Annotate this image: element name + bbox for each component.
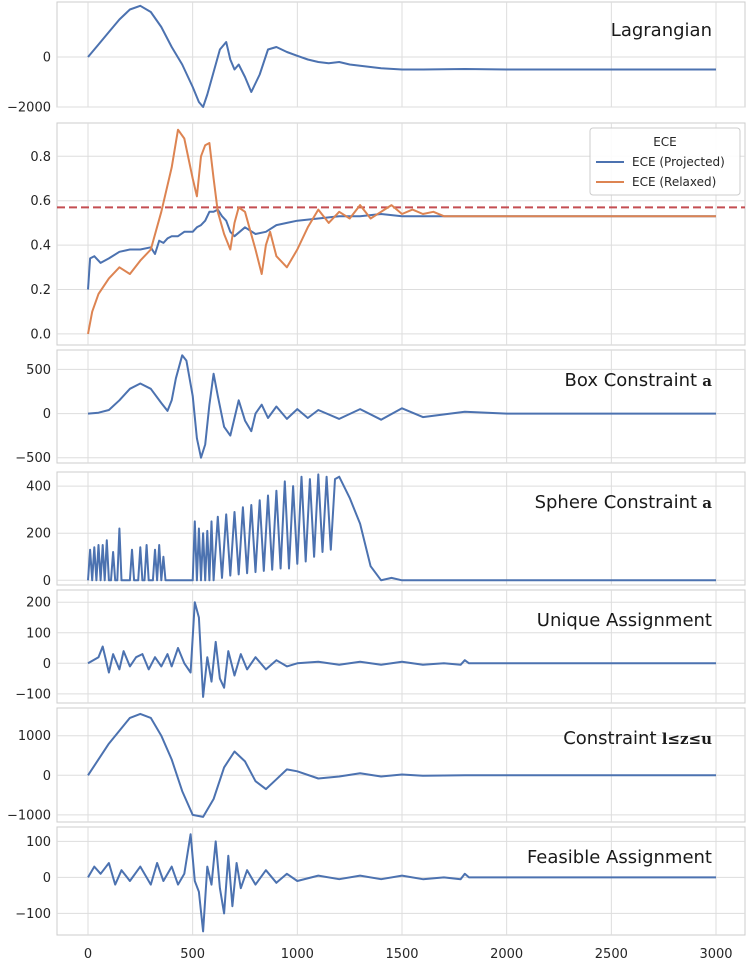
panel-title: Unique Assignment xyxy=(537,610,712,631)
panel-title: Constraint l≤z≤u xyxy=(563,728,712,749)
y-tick-label: 0 xyxy=(43,769,51,784)
panel-title: Feasible Assignment xyxy=(527,847,712,868)
series-line-1 xyxy=(87,473,716,582)
series-line-1 xyxy=(87,4,716,108)
panel-3: 500 0 −500 Box Constraint a xyxy=(15,349,746,466)
y-tick-label: 100 xyxy=(26,626,51,641)
legend-box xyxy=(589,127,741,196)
x-tick-label: 1000 xyxy=(281,947,314,962)
y-tick-label: 0 xyxy=(43,407,51,422)
y-tick-label: −1000 xyxy=(7,808,51,823)
panel-title: Lagrangian xyxy=(611,20,712,41)
y-tick-label: 200 xyxy=(26,527,51,542)
series-line-1 xyxy=(87,833,716,933)
panel-4: 400 200 0 Sphere Constraint a xyxy=(26,471,746,589)
y-tick-label: 0.4 xyxy=(30,239,51,254)
series-line-1 xyxy=(87,601,716,698)
series-line-1 xyxy=(87,208,716,290)
x-tick-label: 0 xyxy=(84,947,92,962)
panel-5: 200 100 0 −100 Unique Assignment xyxy=(15,589,746,704)
y-tick-label: 100 xyxy=(26,835,51,850)
plot-frame xyxy=(56,349,746,464)
y-tick-label: 0 xyxy=(43,657,51,672)
y-tick-label: −500 xyxy=(15,451,51,466)
legend-label: ECE (Relaxed) xyxy=(632,175,716,189)
y-tick-label: 1000 xyxy=(18,729,51,744)
x-tick-label: 500 xyxy=(180,947,205,962)
y-tick-label: 400 xyxy=(26,480,51,495)
y-tick-label: 0 xyxy=(43,871,51,886)
panel-1: 0 −2000 Lagrangian xyxy=(7,1,746,116)
plot-frame xyxy=(56,589,746,704)
panel-7: 100 0 −100 Feasible Assignment xyxy=(15,826,746,936)
panel-title: Box Constraint a xyxy=(565,370,713,391)
panel-2: 0.8 0.6 0.4 0.2 0.0 ECE ECE (Projected) ECE (Re… xyxy=(30,122,746,346)
plot-frame xyxy=(56,707,746,823)
legend-label: ECE (Projected) xyxy=(632,155,725,169)
series-line-1 xyxy=(87,354,716,459)
y-tick-label: 0.0 xyxy=(30,327,51,342)
x-tick-label: 1500 xyxy=(385,947,418,962)
plot-frame xyxy=(56,826,746,936)
y-tick-label: 0.8 xyxy=(30,150,51,165)
x-tick-label: 2500 xyxy=(595,947,628,962)
panel-title: Sphere Constraint a xyxy=(535,492,713,513)
y-tick-label: −100 xyxy=(15,907,51,922)
x-tick-label: 3000 xyxy=(699,947,732,962)
series-line-2 xyxy=(87,128,716,335)
legend: ECE ECE (Projected) ECE (Relaxed) xyxy=(589,127,741,196)
plot-frame xyxy=(56,1,746,108)
panel-6: 1000 0 −1000 Constraint l≤z≤u xyxy=(7,707,746,823)
x-tick-label: 2000 xyxy=(490,947,523,962)
y-tick-label: −2000 xyxy=(7,101,51,116)
legend-title: ECE xyxy=(653,135,677,149)
y-tick-label: 200 xyxy=(26,596,51,611)
plot-frame xyxy=(56,471,746,586)
y-tick-label: 0 xyxy=(43,51,51,66)
y-tick-label: 0.2 xyxy=(30,283,51,298)
y-tick-label: −100 xyxy=(15,687,51,702)
y-tick-label: 500 xyxy=(26,363,51,378)
series-line-1 xyxy=(87,712,716,818)
y-tick-label: 0 xyxy=(43,574,51,589)
y-tick-label: 0.6 xyxy=(30,194,51,209)
